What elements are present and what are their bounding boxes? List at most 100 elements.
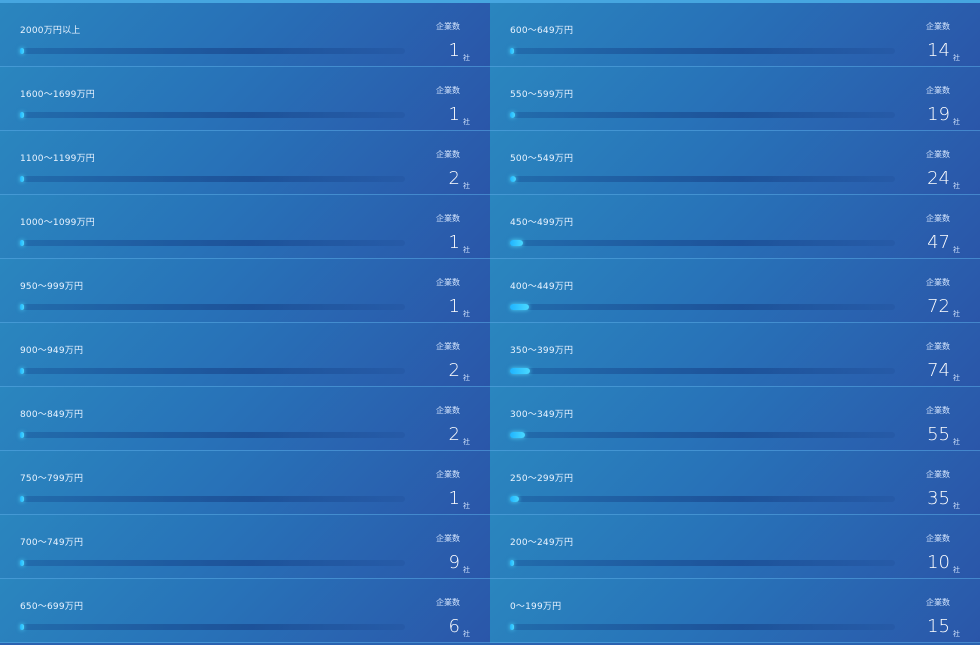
company-count-unit: 社 [463, 182, 470, 190]
count-bar-track [510, 496, 895, 502]
count-bar-track [510, 560, 895, 566]
count-bar-fill [510, 176, 517, 182]
company-count-caption: 企業数 [436, 534, 460, 543]
count-bar-fill [20, 304, 24, 310]
salary-range-row: 900〜949万円 企業数 2 社 [0, 323, 490, 387]
company-count-value: 35 [927, 488, 950, 509]
company-count-value: 1 [448, 232, 460, 253]
salary-range-row: 200〜249万円 企業数 10 社 [490, 515, 980, 579]
company-count-unit: 社 [953, 54, 960, 62]
count-bar-fill [510, 48, 514, 54]
company-count-value: 9 [448, 552, 460, 573]
company-count-unit: 社 [953, 566, 960, 574]
salary-range-row: 1600〜1699万円 企業数 1 社 [0, 67, 490, 131]
company-count-value: 47 [927, 232, 950, 253]
company-count-caption: 企業数 [926, 86, 950, 95]
company-count-value: 2 [448, 424, 460, 445]
count-bar-fill [510, 304, 530, 310]
company-count-caption: 企業数 [436, 150, 460, 159]
company-count-value: 1 [448, 296, 460, 317]
company-count-unit: 社 [463, 502, 470, 510]
count-bar-track [20, 624, 405, 630]
count-bar-track [20, 560, 405, 566]
company-count-caption: 企業数 [926, 342, 950, 351]
salary-range-label: 1000〜1099万円 [20, 218, 96, 228]
salary-range-row: 500〜549万円 企業数 24 社 [490, 131, 980, 195]
count-bar-track [20, 240, 405, 246]
salary-range-label: 0〜199万円 [510, 602, 562, 612]
salary-range-label: 450〜499万円 [510, 218, 574, 228]
company-count-caption: 企業数 [436, 598, 460, 607]
company-count-value: 1 [448, 488, 460, 509]
count-bar-fill [20, 560, 24, 566]
company-count-value: 24 [927, 168, 950, 189]
company-count-caption: 企業数 [926, 534, 950, 543]
salary-range-row: 600〜649万円 企業数 14 社 [490, 0, 980, 67]
count-bar-track [510, 624, 895, 630]
salary-range-row: 450〜499万円 企業数 47 社 [490, 195, 980, 259]
company-count-unit: 社 [463, 310, 470, 318]
count-bar-fill [20, 368, 24, 374]
company-count-caption: 企業数 [436, 22, 460, 31]
company-count-value: 2 [448, 168, 460, 189]
company-count-caption: 企業数 [926, 22, 950, 31]
company-count-unit: 社 [463, 630, 470, 638]
left-column: 2000万円以上 企業数 1 社 1600〜1699万円 企業数 1 社 1100〜1199万円… [0, 0, 490, 643]
count-bar-fill [20, 432, 24, 438]
count-bar-fill [20, 496, 24, 502]
company-count-caption: 企業数 [436, 342, 460, 351]
count-bar-track [20, 176, 405, 182]
company-count-unit: 社 [463, 566, 470, 574]
salary-range-label: 900〜949万円 [20, 346, 84, 356]
count-bar-track [510, 304, 895, 310]
company-count-unit: 社 [463, 374, 470, 382]
salary-range-label: 2000万円以上 [20, 26, 81, 36]
salary-range-label: 500〜549万円 [510, 154, 574, 164]
salary-range-label: 650〜699万円 [20, 602, 84, 612]
salary-range-label: 1600〜1699万円 [20, 90, 96, 100]
company-count-value: 6 [448, 616, 460, 637]
count-bar-fill [20, 112, 24, 118]
company-count-unit: 社 [953, 118, 960, 126]
salary-range-label: 400〜449万円 [510, 282, 574, 292]
count-bar-fill [20, 624, 24, 630]
company-count-value: 19 [927, 104, 950, 125]
salary-range-row: 800〜849万円 企業数 2 社 [0, 387, 490, 451]
salary-range-label: 550〜599万円 [510, 90, 574, 100]
company-count-unit: 社 [953, 374, 960, 382]
company-count-value: 10 [927, 552, 950, 573]
salary-range-row: 400〜449万円 企業数 72 社 [490, 259, 980, 323]
count-bar-track [20, 368, 405, 374]
company-count-unit: 社 [463, 246, 470, 254]
count-bar-track [510, 368, 895, 374]
company-count-caption: 企業数 [436, 278, 460, 287]
company-count-caption: 企業数 [436, 214, 460, 223]
salary-range-row: 950〜999万円 企業数 1 社 [0, 259, 490, 323]
count-bar-fill [20, 240, 24, 246]
salary-range-row: 300〜349万円 企業数 55 社 [490, 387, 980, 451]
company-count-value: 74 [927, 360, 950, 381]
company-count-value: 15 [927, 616, 950, 637]
company-count-value: 1 [448, 104, 460, 125]
count-bar-track [20, 112, 405, 118]
salary-range-label: 700〜749万円 [20, 538, 84, 548]
salary-range-label: 750〜799万円 [20, 474, 84, 484]
company-count-unit: 社 [953, 438, 960, 446]
count-bar-track [20, 304, 405, 310]
company-count-value: 1 [448, 40, 460, 61]
count-bar-track [510, 176, 895, 182]
salary-range-row: 650〜699万円 企業数 6 社 [0, 579, 490, 643]
count-bar-fill [510, 496, 520, 502]
company-count-unit: 社 [463, 438, 470, 446]
salary-range-row: 1000〜1099万円 企業数 1 社 [0, 195, 490, 259]
company-count-caption: 企業数 [926, 406, 950, 415]
count-bar-fill [510, 432, 525, 438]
company-count-caption: 企業数 [436, 406, 460, 415]
salary-range-label: 300〜349万円 [510, 410, 574, 420]
count-bar-track [20, 432, 405, 438]
count-bar-fill [20, 48, 24, 54]
count-bar-track [20, 496, 405, 502]
salary-range-row: 350〜399万円 企業数 74 社 [490, 323, 980, 387]
salary-range-label: 350〜399万円 [510, 346, 574, 356]
